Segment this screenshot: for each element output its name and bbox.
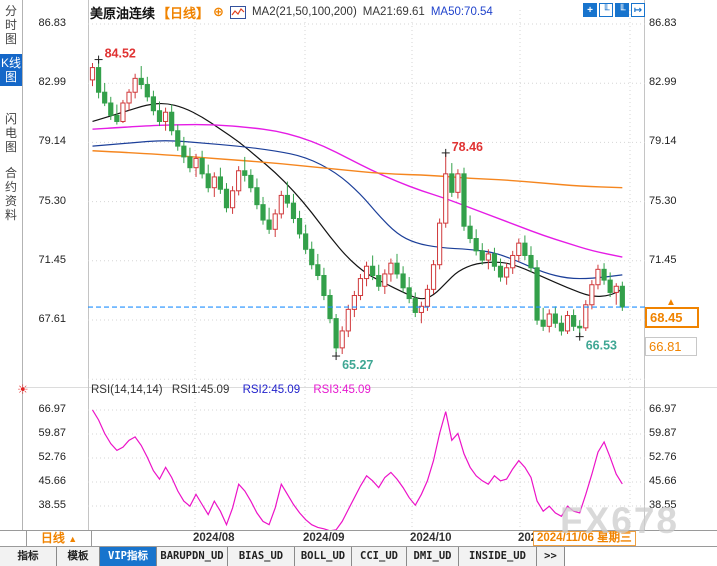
price-tick-label: 52.76 (649, 451, 677, 463)
period-selector[interactable]: 日线 ▲ (26, 531, 92, 546)
price-tick-label: 82.99 (38, 76, 66, 89)
tab-BOLL_UD[interactable]: BOLL_UD (295, 546, 352, 566)
tab-指标[interactable]: 指标 (0, 546, 57, 566)
axis-scale-active-icon[interactable]: ╙ (615, 3, 629, 17)
sidebar-item-3[interactable]: 闪电图 (4, 112, 17, 154)
price-tick-label: 59.87 (649, 427, 677, 439)
period-selector-arrow-icon: ▲ (68, 534, 78, 544)
price-tick-label: 75.30 (38, 194, 66, 207)
svg-text:66.53: 66.53 (586, 339, 617, 353)
price-tick-label: 82.99 (649, 76, 677, 89)
rsi2-value: RSI2:45.09 (242, 384, 301, 396)
kline-chart-icon[interactable] (229, 5, 246, 19)
tab-BARUPDN_UD[interactable]: BARUPDN_UD (157, 546, 228, 566)
add-indicator-icon[interactable]: ⊕ (213, 4, 224, 19)
price-tick-label: 86.83 (38, 17, 66, 29)
tab-INSIDE_UD[interactable]: INSIDE_UD (459, 546, 537, 566)
price-tag-arrow-icon: ▲ (666, 297, 676, 308)
price-tick-label: 71.45 (649, 253, 677, 266)
price-tick-label: 75.30 (649, 194, 677, 207)
price-tick-label: 66.97 (649, 403, 677, 415)
sidebar-item-2[interactable]: K线图 (0, 54, 22, 86)
last-price-tag: 68.45 (645, 307, 699, 328)
ma21-value: MA21:69.61 (362, 6, 425, 18)
chart-header: 美原油连续 【日线】 ⊕ MA2(21,50,100,200) MA21:69.… (90, 3, 493, 21)
rsi-header: RSI(14,14,14) RSI1:45.09 RSI2:45.09 RSI3… (91, 384, 371, 396)
price-tick-label: 52.76 (38, 451, 66, 463)
rsi-title: RSI(14,14,14) (91, 384, 163, 396)
svg-text:84.52: 84.52 (105, 47, 136, 61)
month-label: 2024/08 (193, 532, 235, 544)
tab-VIP指标[interactable]: VIP指标 (100, 546, 157, 566)
month-label: 2024/09 (303, 532, 345, 544)
tab->>[interactable]: >> (537, 546, 565, 566)
price-tick-label: 79.14 (649, 135, 677, 148)
tabs-bar: 指标 模板 VIP指标 BARUPDN_UD BIAS_UD BOLL_UD CCI_UD D… (0, 546, 717, 566)
tab-DMI_UD[interactable]: DMI_UD (407, 546, 459, 566)
main-chart[interactable]: 84.52 78.46 65.27 66.53 (88, 0, 645, 530)
secondary-price-tag: 66.81 (645, 337, 697, 356)
price-tick-label: 45.66 (38, 475, 66, 487)
tab-CCI_UD[interactable]: CCI_UD (352, 546, 407, 566)
symbol-name: 美原油连续 (90, 5, 156, 21)
tabs-filler (565, 546, 717, 566)
price-tick-label: 66.97 (38, 403, 66, 415)
price-tick-label: 67.61 (38, 313, 66, 325)
alert-icon[interactable]: ☀ (17, 382, 29, 397)
period-tag[interactable]: 【日线】 (157, 5, 210, 21)
price-tick-label: 38.55 (38, 499, 66, 511)
price-tick-label: 38.55 (649, 499, 677, 511)
panel-divider (22, 387, 717, 388)
price-tick-label: 59.87 (38, 427, 66, 439)
rsi3-value: RSI3:45.09 (313, 384, 371, 396)
sidebar: 分时图 K线图闪电图合约资料 (0, 0, 23, 530)
svg-text:65.27: 65.27 (342, 358, 373, 372)
period-selector-label: 日线 (40, 531, 65, 545)
ma-settings-label: MA2(21,50,100,200) (251, 6, 357, 18)
axis-scale-icon[interactable]: ╙ (599, 3, 613, 17)
date-highlight: 2024/11/06 星期三 (533, 531, 636, 546)
svg-text:78.46: 78.46 (452, 140, 483, 154)
price-tick-label: 86.83 (649, 17, 677, 29)
rsi1-value: RSI1:45.09 (171, 384, 230, 396)
price-tick-label: 45.66 (649, 475, 677, 487)
sidebar-item-1[interactable]: 分时图 (4, 4, 17, 46)
shift-right-icon[interactable]: ↦ (631, 3, 645, 17)
chart-toolbar: + ╙ ╙ ↦ (583, 3, 645, 17)
sidebar-item-4[interactable]: 合约资料 (4, 166, 17, 222)
month-label: 2024/10 (410, 532, 452, 544)
ma50-value: MA50:70.54 (430, 6, 493, 18)
price-tick-label: 71.45 (38, 253, 66, 266)
price-tick-label: 79.14 (38, 135, 66, 148)
pan-icon[interactable]: + (583, 3, 597, 17)
tab-模板[interactable]: 模板 (57, 546, 100, 566)
tab-BIAS_UD[interactable]: BIAS_UD (228, 546, 295, 566)
